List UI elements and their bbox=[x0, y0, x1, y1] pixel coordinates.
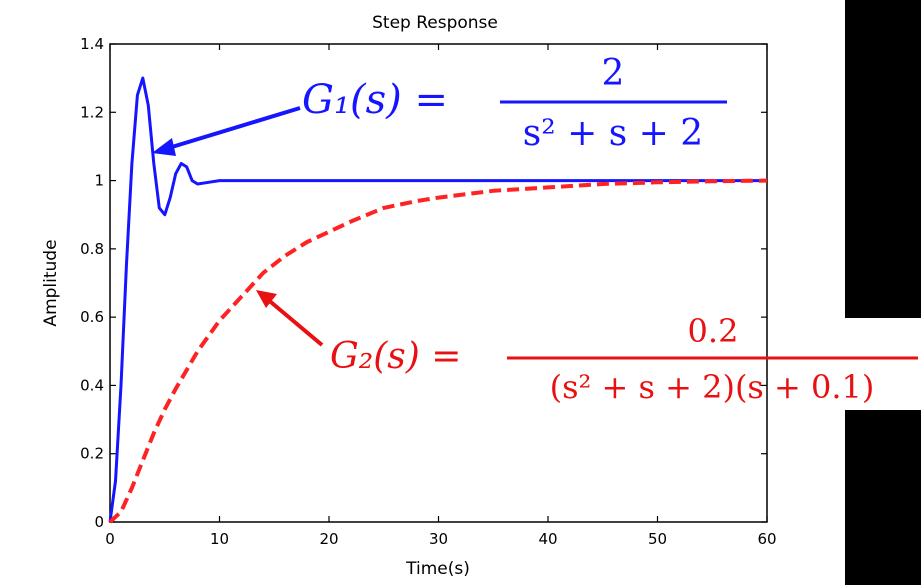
x-tick-label: 30 bbox=[429, 530, 448, 548]
x-tick-label: 40 bbox=[538, 530, 557, 548]
y-tick-label: 1 bbox=[94, 172, 104, 190]
series-line-g2 bbox=[108, 178, 768, 524]
y-tick-label: 0.2 bbox=[80, 445, 104, 463]
x-tick-label: 0 bbox=[105, 530, 115, 548]
g2-arrow-shaft bbox=[264, 296, 324, 347]
y-tick-label: 0.6 bbox=[80, 308, 104, 326]
x-tick-label: 20 bbox=[319, 530, 338, 548]
g1-lhs: G₁(s) = bbox=[302, 77, 448, 123]
x-tick-labels: 0 10 20 30 40 50 60 bbox=[105, 530, 776, 548]
g1-denominator: s² + s + 2 bbox=[523, 113, 703, 154]
y-tick-label: 0.8 bbox=[80, 240, 104, 258]
black-bar-bottom bbox=[845, 410, 921, 585]
x-tick-label: 10 bbox=[210, 530, 229, 548]
y-tick-label: 0.4 bbox=[80, 376, 104, 394]
g2-arrow-head bbox=[256, 290, 277, 308]
y-tick-label: 1.4 bbox=[80, 35, 104, 53]
y-tick-label: 1.2 bbox=[80, 103, 104, 121]
g1-arrow bbox=[152, 106, 301, 156]
g1-equation: G₁(s) = 2 s² + s + 2 bbox=[302, 53, 727, 154]
g1-arrow-shaft bbox=[161, 106, 301, 152]
black-bar-top bbox=[845, 0, 921, 318]
axis-ticks bbox=[109, 43, 768, 523]
g2-equation: G₂(s) = 0.2 (s² + s + 2)(s + 0.1) bbox=[330, 312, 918, 406]
y-tick-label: 0 bbox=[94, 513, 104, 531]
series-layer bbox=[108, 76, 768, 524]
g2-lhs: G₂(s) = bbox=[330, 336, 461, 377]
g2-numerator: 0.2 bbox=[688, 312, 739, 350]
x-tick-label: 60 bbox=[757, 530, 776, 548]
y-tick-labels: 0 0.2 0.4 0.6 0.8 1 1.2 1.4 bbox=[80, 35, 104, 531]
g1-arrow-head bbox=[152, 138, 176, 156]
g2-arrow bbox=[256, 290, 324, 347]
y-axis-label: Amplitude bbox=[41, 239, 61, 326]
x-tick-label: 50 bbox=[648, 530, 667, 548]
chart-title: Step Response bbox=[372, 13, 498, 33]
series-line-g1 bbox=[108, 76, 767, 523]
g1-numerator: 2 bbox=[602, 53, 625, 94]
x-axis-label: Time(s) bbox=[405, 559, 470, 579]
g2-denominator: (s² + s + 2)(s + 0.1) bbox=[550, 368, 875, 406]
